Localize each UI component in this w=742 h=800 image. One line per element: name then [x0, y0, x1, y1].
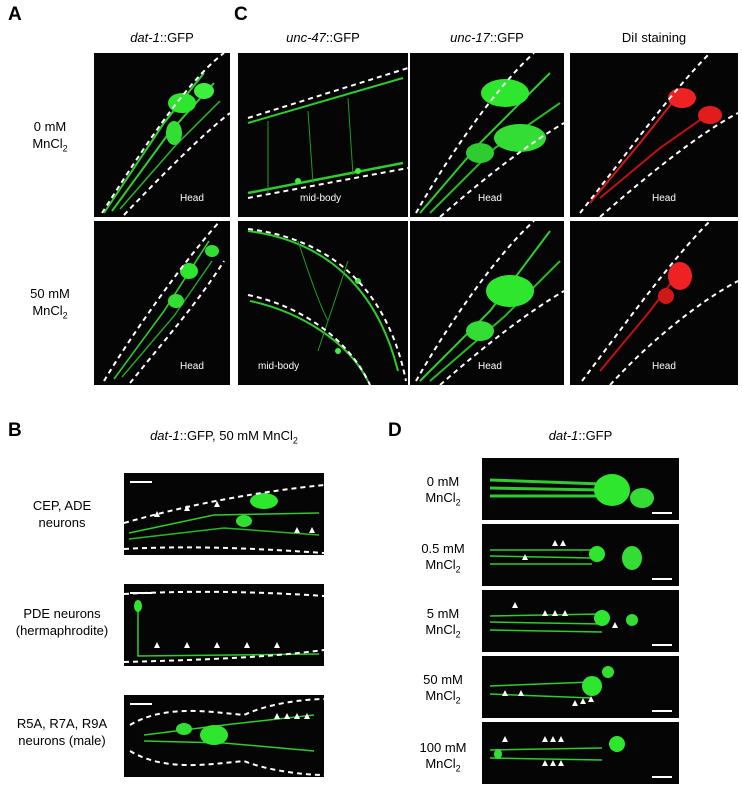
reporter-suffix: ::GFP: [489, 30, 524, 45]
image-b-pde: [124, 584, 324, 666]
region-tag-head: Head: [180, 361, 204, 372]
reporter-suffix: ::GFP: [578, 428, 613, 443]
row-label-d-5mm: 5 mM MnCl2: [425, 606, 461, 640]
reporter-suffix: ::GFP: [159, 30, 194, 45]
panel-c-title-dii: DiI staining: [570, 30, 738, 45]
row-label-50mm: 50 mM MnCl2: [10, 285, 90, 325]
region-tag-mid-body: mid-body: [258, 361, 300, 372]
panel-label-c: C: [234, 4, 248, 25]
region-tag-mid-body: mid-body: [300, 193, 342, 204]
image-b-cep-ade: [124, 473, 324, 555]
row-label-r5a-r7a-r9a: R5A, R7A, R9A neurons (male): [16, 716, 108, 748]
panel-a-title: dat-1::GFP: [94, 30, 230, 45]
gene-name: dat-1: [548, 428, 579, 443]
image-b-r5a-r7a-r9a: [124, 695, 324, 777]
salt-label: MnCl2: [32, 303, 68, 321]
row-label-d-100mm: 100 mM MnCl2: [419, 740, 467, 774]
region-tag-head: Head: [478, 361, 502, 372]
panel-c-title-unc17: unc-17::GFP: [410, 30, 564, 45]
image-a-0mm: Head: [94, 53, 230, 217]
row-label-d-50mm: 50 mM MnCl2: [423, 672, 463, 706]
image-a-50mm: Head: [94, 221, 230, 385]
concentration: 50 mM: [30, 286, 70, 301]
region-tag-head: Head: [652, 361, 676, 372]
image-c-unc17-50mm: Head: [410, 221, 564, 385]
gene-name: dat-1: [130, 30, 160, 45]
image-d-0mm: [482, 458, 679, 520]
panel-b-title: dat-1::GFP, 50 mM MnCl2: [150, 428, 298, 446]
row-label-d-0-5mm: 0.5 mM MnCl2: [421, 541, 465, 575]
row-label-d-0mm: 0 mM MnCl2: [425, 474, 461, 508]
panel-label-b: B: [8, 420, 22, 441]
image-d-100mm: [482, 722, 679, 784]
image-c-unc17-0mm: Head: [410, 53, 564, 217]
concentration: 0 mM: [33, 119, 67, 134]
image-c-unc47-0mm: mid-body: [238, 53, 408, 217]
region-tag-head: Head: [652, 193, 676, 204]
panel-label-d: D: [388, 420, 402, 441]
panel-c-title-unc47: unc-47::GFP: [238, 30, 408, 45]
panel-d-title: dat-1::GFP: [482, 428, 679, 443]
region-tag-head: Head: [180, 193, 204, 204]
image-c-dii-50mm: Head: [570, 221, 738, 385]
reporter-suffix: ::GFP: [325, 30, 360, 45]
region-tag-head: Head: [478, 193, 502, 204]
reporter-suffix: ::GFP, 50 mM MnCl: [179, 428, 293, 443]
panel-label-a: A: [8, 4, 22, 25]
row-label-0mm: 0 mM MnCl2: [10, 118, 90, 158]
gene-name: dat-1: [150, 428, 180, 443]
gene-name: unc-47: [286, 30, 326, 45]
image-d-5mm: [482, 590, 679, 652]
image-d-0-5mm: [482, 524, 679, 586]
row-label-cep-ade: CEP, ADE neurons: [32, 498, 92, 530]
image-c-unc47-50mm: mid-body: [238, 221, 408, 385]
reporter-suffix: DiI staining: [621, 30, 687, 45]
image-d-50mm: [482, 656, 679, 718]
gene-name: unc-17: [450, 30, 490, 45]
image-c-dii-0mm: Head: [570, 53, 738, 217]
salt-label: MnCl2: [32, 136, 68, 154]
row-label-pde: PDE neurons (hermaphrodite): [15, 606, 109, 638]
